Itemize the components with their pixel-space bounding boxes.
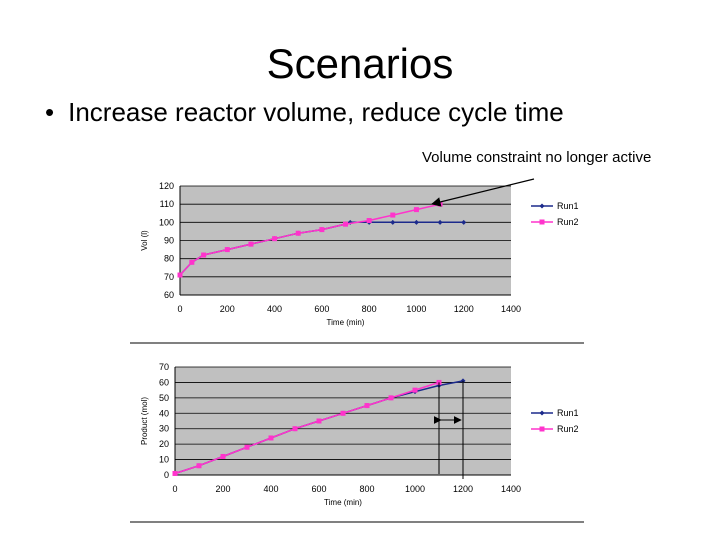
- legend-label: Run2: [557, 424, 579, 434]
- legend-label: Run1: [557, 201, 579, 211]
- y-tick-label: 20: [159, 439, 169, 449]
- y-tick-label: 70: [164, 272, 174, 282]
- run2-point: [364, 403, 370, 409]
- run1-point: [437, 219, 443, 225]
- x-tick-label: 600: [314, 304, 329, 314]
- run2-point: [388, 395, 394, 401]
- run2-point: [172, 470, 178, 476]
- y-tick-label: 100: [159, 217, 174, 227]
- y-tick-label: 70: [159, 362, 169, 372]
- x-tick-label: 600: [311, 484, 326, 494]
- y-axis-label: Product (mol): [140, 397, 149, 445]
- x-tick-label: 0: [172, 484, 177, 494]
- run2-point: [220, 453, 226, 459]
- x-tick-label: 400: [267, 304, 282, 314]
- slide-title: Scenarios: [266, 40, 454, 87]
- run2-point: [177, 272, 183, 278]
- run2-point: [413, 207, 419, 213]
- legend-label: Run2: [557, 217, 579, 227]
- run2-point: [340, 410, 346, 416]
- legend-marker: [539, 219, 545, 225]
- annotation-text: Volume constraint no longer active: [422, 149, 652, 166]
- annotation-arrow: [431, 178, 535, 207]
- y-tick-label: 120: [159, 181, 174, 191]
- x-tick-label: 0: [177, 304, 182, 314]
- x-tick-label: 800: [362, 304, 377, 314]
- x-tick-label: 400: [263, 484, 278, 494]
- run2-point: [412, 387, 418, 393]
- bullet-text: Increase reactor volume, reduce cycle ti…: [68, 97, 564, 127]
- run2-point: [268, 435, 274, 441]
- run1-point: [461, 219, 467, 225]
- x-tick-label: 1200: [454, 304, 474, 314]
- run2-point: [390, 212, 396, 218]
- run2-point: [343, 221, 348, 227]
- legend-marker: [539, 203, 545, 209]
- run2-point: [248, 241, 254, 247]
- y-tick-label: 0: [164, 470, 169, 480]
- y-tick-label: 60: [164, 290, 174, 300]
- y-tick-label: 50: [159, 393, 169, 403]
- bullet-point: • Increase reactor volume, reduce cycle t…: [45, 97, 564, 128]
- run2-point: [366, 218, 372, 224]
- product-chart: 0 10 20 30 40 50 60 70 0 200 400 600 800 1000 1200 1400…: [140, 362, 579, 507]
- run2-point: [316, 418, 322, 424]
- bullet-dot-icon: •: [45, 97, 55, 127]
- legend-label: Run1: [557, 408, 579, 418]
- legend-marker: [539, 410, 545, 416]
- legend-marker: [539, 426, 545, 432]
- run2-point: [189, 259, 195, 265]
- x-tick-label: 1400: [501, 304, 521, 314]
- run2-point: [224, 247, 230, 253]
- y-tick-label: 30: [159, 424, 169, 434]
- y-axis-label: Vol (l): [140, 230, 149, 251]
- run2-line: [174, 381, 440, 475]
- run2-point: [244, 444, 250, 450]
- run1-point: [413, 219, 419, 225]
- run2-point: [295, 230, 301, 236]
- x-tick-label: 1000: [406, 304, 426, 314]
- x-axis-label: Time (min): [327, 318, 365, 327]
- run1-point: [390, 219, 396, 225]
- run2-point: [201, 252, 207, 258]
- x-tick-label: 200: [215, 484, 230, 494]
- y-tick-label: 10: [159, 455, 169, 465]
- y-tick-label: 110: [160, 199, 174, 209]
- x-tick-label: 800: [359, 484, 374, 494]
- x-tick-label: 1200: [453, 484, 473, 494]
- y-tick-label: 60: [159, 377, 169, 387]
- x-tick-label: 1400: [501, 484, 521, 494]
- y-tick-label: 90: [164, 236, 174, 246]
- run2-point: [272, 236, 278, 242]
- run2-point: [196, 463, 202, 469]
- y-tick-label: 40: [159, 408, 169, 418]
- x-axis-label: Time (min): [324, 498, 362, 507]
- run2-point: [319, 227, 325, 233]
- y-tick-label: 80: [164, 254, 174, 264]
- x-tick-label: 200: [220, 304, 235, 314]
- run2-point: [292, 426, 298, 432]
- x-tick-label: 1000: [405, 484, 425, 494]
